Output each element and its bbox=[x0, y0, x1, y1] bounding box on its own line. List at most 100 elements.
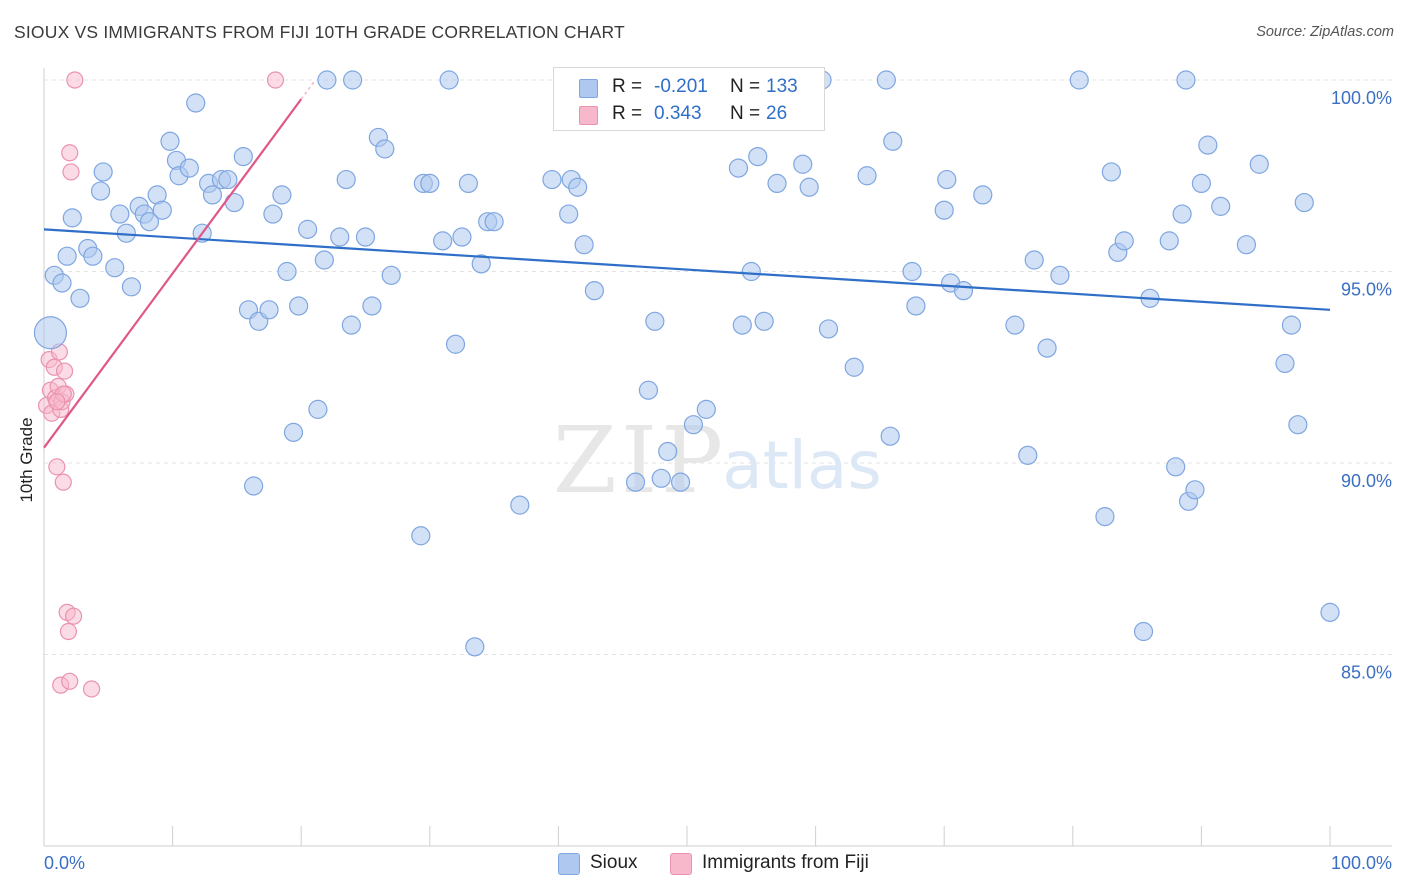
sioux-point bbox=[152, 200, 172, 220]
sioux-point bbox=[937, 169, 957, 190]
sioux-point bbox=[1176, 70, 1196, 90]
sioux-point bbox=[1069, 70, 1089, 90]
legend-label-sioux: Sioux bbox=[590, 852, 638, 873]
fiji-trendline-extension bbox=[300, 81, 315, 100]
sioux-point bbox=[1037, 338, 1057, 358]
sioux-point bbox=[1024, 250, 1044, 270]
sioux-point bbox=[218, 169, 238, 190]
sioux-point bbox=[381, 265, 401, 285]
sioux-point bbox=[1159, 231, 1179, 251]
sioux-point bbox=[857, 166, 877, 186]
sioux-point bbox=[1275, 353, 1295, 374]
sioux-point bbox=[584, 281, 605, 301]
legend-swatch-sioux bbox=[558, 853, 580, 875]
sioux-point bbox=[973, 185, 993, 205]
fiji-point bbox=[61, 144, 79, 162]
source-label: Source: ZipAtlas.com bbox=[1256, 24, 1394, 40]
y-tick-label: 85.0% bbox=[1341, 663, 1392, 683]
tick-labels: 100.0% 95.0% 90.0% 85.0% 0.0% 100.0% bbox=[44, 88, 1392, 873]
fiji-point bbox=[54, 473, 72, 491]
fiji-point bbox=[48, 393, 66, 411]
sioux-point bbox=[458, 173, 478, 194]
sioux-point bbox=[696, 399, 716, 419]
fiji-point bbox=[48, 458, 66, 476]
axes bbox=[43, 68, 1392, 847]
sioux-point bbox=[1185, 480, 1205, 500]
sioux-point bbox=[362, 296, 382, 316]
sioux-point bbox=[93, 162, 113, 182]
sioux-point bbox=[1095, 507, 1115, 527]
sioux-point bbox=[52, 273, 72, 293]
fiji-points bbox=[37, 71, 285, 698]
sioux-point bbox=[420, 173, 440, 194]
sioux-point bbox=[1191, 173, 1212, 194]
sioux-point bbox=[314, 250, 334, 270]
sioux-point bbox=[1018, 445, 1038, 465]
sioux-point bbox=[1211, 196, 1231, 216]
sioux-point bbox=[934, 200, 954, 220]
sioux-point bbox=[732, 315, 752, 335]
x-tick-label: 0.0% bbox=[44, 853, 85, 873]
sioux-point bbox=[559, 204, 579, 224]
fiji-point bbox=[266, 71, 285, 89]
sioux-point bbox=[542, 169, 562, 190]
sioux-point bbox=[683, 415, 704, 435]
sioux-point bbox=[1294, 192, 1314, 213]
sioux-point bbox=[445, 334, 466, 354]
sioux-point bbox=[754, 311, 774, 331]
n-label: N = bbox=[730, 76, 761, 97]
sioux-point bbox=[272, 185, 292, 205]
series-legend: Sioux Immigrants from Fiji bbox=[0, 852, 1406, 878]
sioux-point bbox=[1114, 231, 1134, 251]
r-label: R = bbox=[612, 103, 643, 124]
sioux-point bbox=[110, 204, 130, 224]
sioux-point bbox=[33, 316, 68, 350]
sioux-point bbox=[317, 70, 337, 90]
sioux-point bbox=[793, 154, 813, 174]
n-value: 133 bbox=[766, 76, 798, 97]
stats-legend: R = -0.201 N = 133 R = 0.343 N = 26 bbox=[553, 67, 825, 131]
x-tick-label: 100.0% bbox=[1331, 853, 1392, 873]
sioux-point bbox=[186, 93, 206, 113]
sioux-point bbox=[355, 227, 376, 247]
sioux-point bbox=[259, 300, 279, 320]
sioux-point bbox=[452, 227, 472, 247]
grid-lines bbox=[44, 79, 1392, 655]
y-tick-label: 100.0% bbox=[1331, 88, 1392, 108]
sioux-point bbox=[471, 254, 491, 274]
sioux-point bbox=[244, 476, 264, 496]
sioux-points bbox=[33, 70, 1340, 657]
legend-label-fiji: Immigrants from Fiji bbox=[702, 852, 869, 873]
sioux-point bbox=[263, 204, 283, 224]
sioux-point bbox=[1101, 162, 1121, 182]
watermark: ZIP atlas bbox=[553, 407, 882, 514]
sioux-point bbox=[658, 441, 678, 462]
sioux-point bbox=[625, 472, 646, 492]
legend-swatch-fiji bbox=[670, 853, 692, 875]
sioux-point bbox=[224, 192, 244, 213]
sioux-point bbox=[308, 399, 328, 419]
sioux-point bbox=[883, 131, 903, 151]
sioux-point bbox=[880, 426, 900, 446]
sioux-point bbox=[1166, 457, 1186, 477]
sioux-point bbox=[638, 380, 659, 400]
r-value: 0.343 bbox=[654, 103, 702, 124]
sioux-point bbox=[1288, 415, 1308, 435]
sioux-point bbox=[1281, 315, 1302, 335]
sioux-point bbox=[1050, 265, 1070, 285]
sioux-point bbox=[179, 158, 199, 178]
sioux-point bbox=[202, 185, 223, 205]
sioux-point bbox=[1236, 235, 1257, 255]
sioux-point bbox=[233, 147, 253, 167]
sioux-point bbox=[57, 246, 77, 266]
sioux-trendline bbox=[43, 228, 1331, 311]
sioux-point bbox=[1320, 602, 1340, 622]
sioux-point bbox=[375, 139, 395, 159]
sioux-point bbox=[670, 472, 691, 492]
sioux-point bbox=[298, 219, 318, 239]
fiji-point bbox=[55, 362, 74, 380]
trendlines bbox=[43, 81, 1331, 449]
sioux-point bbox=[439, 70, 459, 90]
sioux-point bbox=[160, 131, 180, 151]
